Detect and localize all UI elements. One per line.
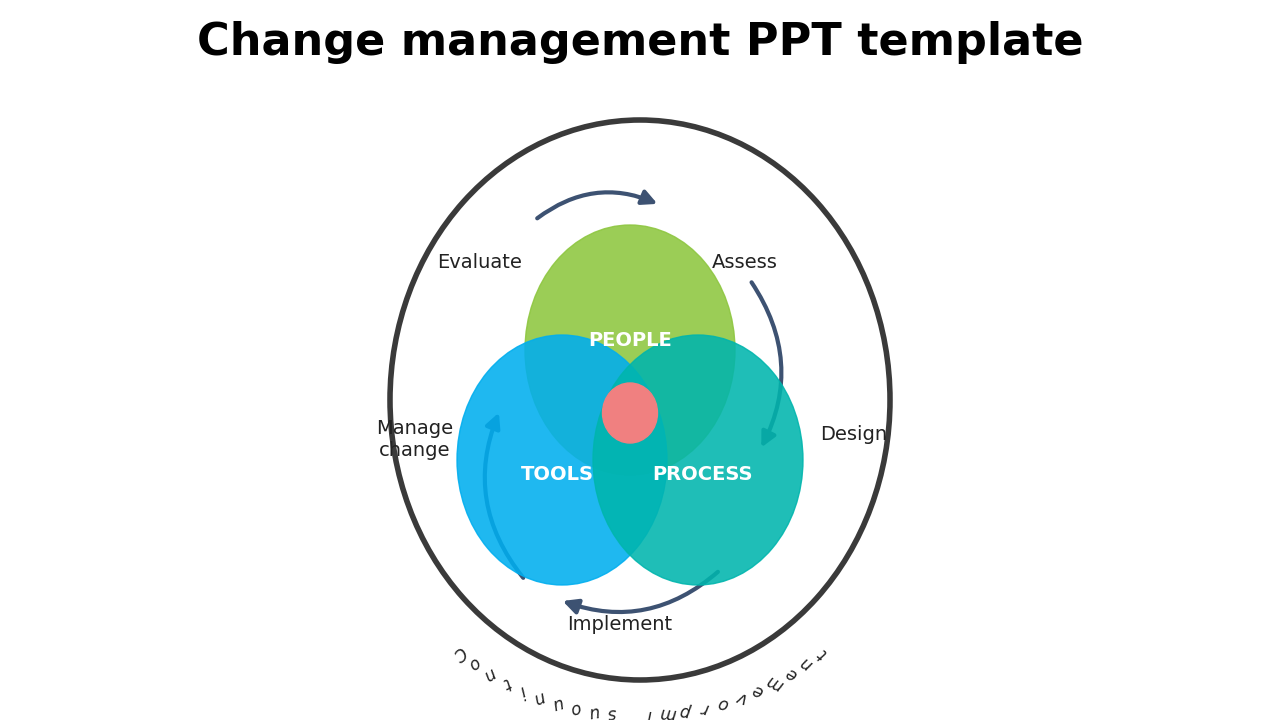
Text: u: u [549, 693, 564, 714]
Text: PROCESS: PROCESS [653, 466, 753, 485]
Text: m: m [659, 704, 677, 720]
Text: o: o [465, 653, 483, 674]
Text: i: i [646, 706, 652, 720]
Text: Assess: Assess [712, 253, 778, 271]
Text: i: i [517, 681, 527, 700]
Ellipse shape [457, 335, 667, 585]
Text: u: u [588, 701, 600, 720]
Text: Design: Design [820, 426, 887, 444]
Text: n: n [480, 663, 498, 684]
Text: t: t [498, 673, 512, 692]
Text: v: v [732, 687, 748, 708]
Text: TOOLS: TOOLS [521, 466, 594, 485]
Text: e: e [750, 680, 765, 701]
Text: e: e [782, 663, 800, 684]
Text: PEOPLE: PEOPLE [588, 330, 672, 349]
Ellipse shape [593, 335, 803, 585]
Text: n: n [531, 687, 548, 708]
Text: t: t [814, 644, 829, 662]
Text: Manage
change: Manage change [376, 420, 453, 461]
Text: m: m [763, 671, 786, 694]
Text: n: n [797, 653, 815, 674]
Text: C: C [448, 642, 468, 663]
Text: Evaluate: Evaluate [438, 253, 522, 271]
Text: Implement: Implement [567, 616, 672, 634]
Text: r: r [699, 698, 710, 717]
Text: s: s [607, 704, 617, 720]
Text: p: p [680, 701, 692, 720]
Text: o: o [568, 698, 582, 718]
Text: o: o [716, 693, 730, 714]
Text: Change management PPT template: Change management PPT template [197, 20, 1083, 63]
Ellipse shape [525, 225, 735, 475]
Ellipse shape [603, 383, 658, 443]
